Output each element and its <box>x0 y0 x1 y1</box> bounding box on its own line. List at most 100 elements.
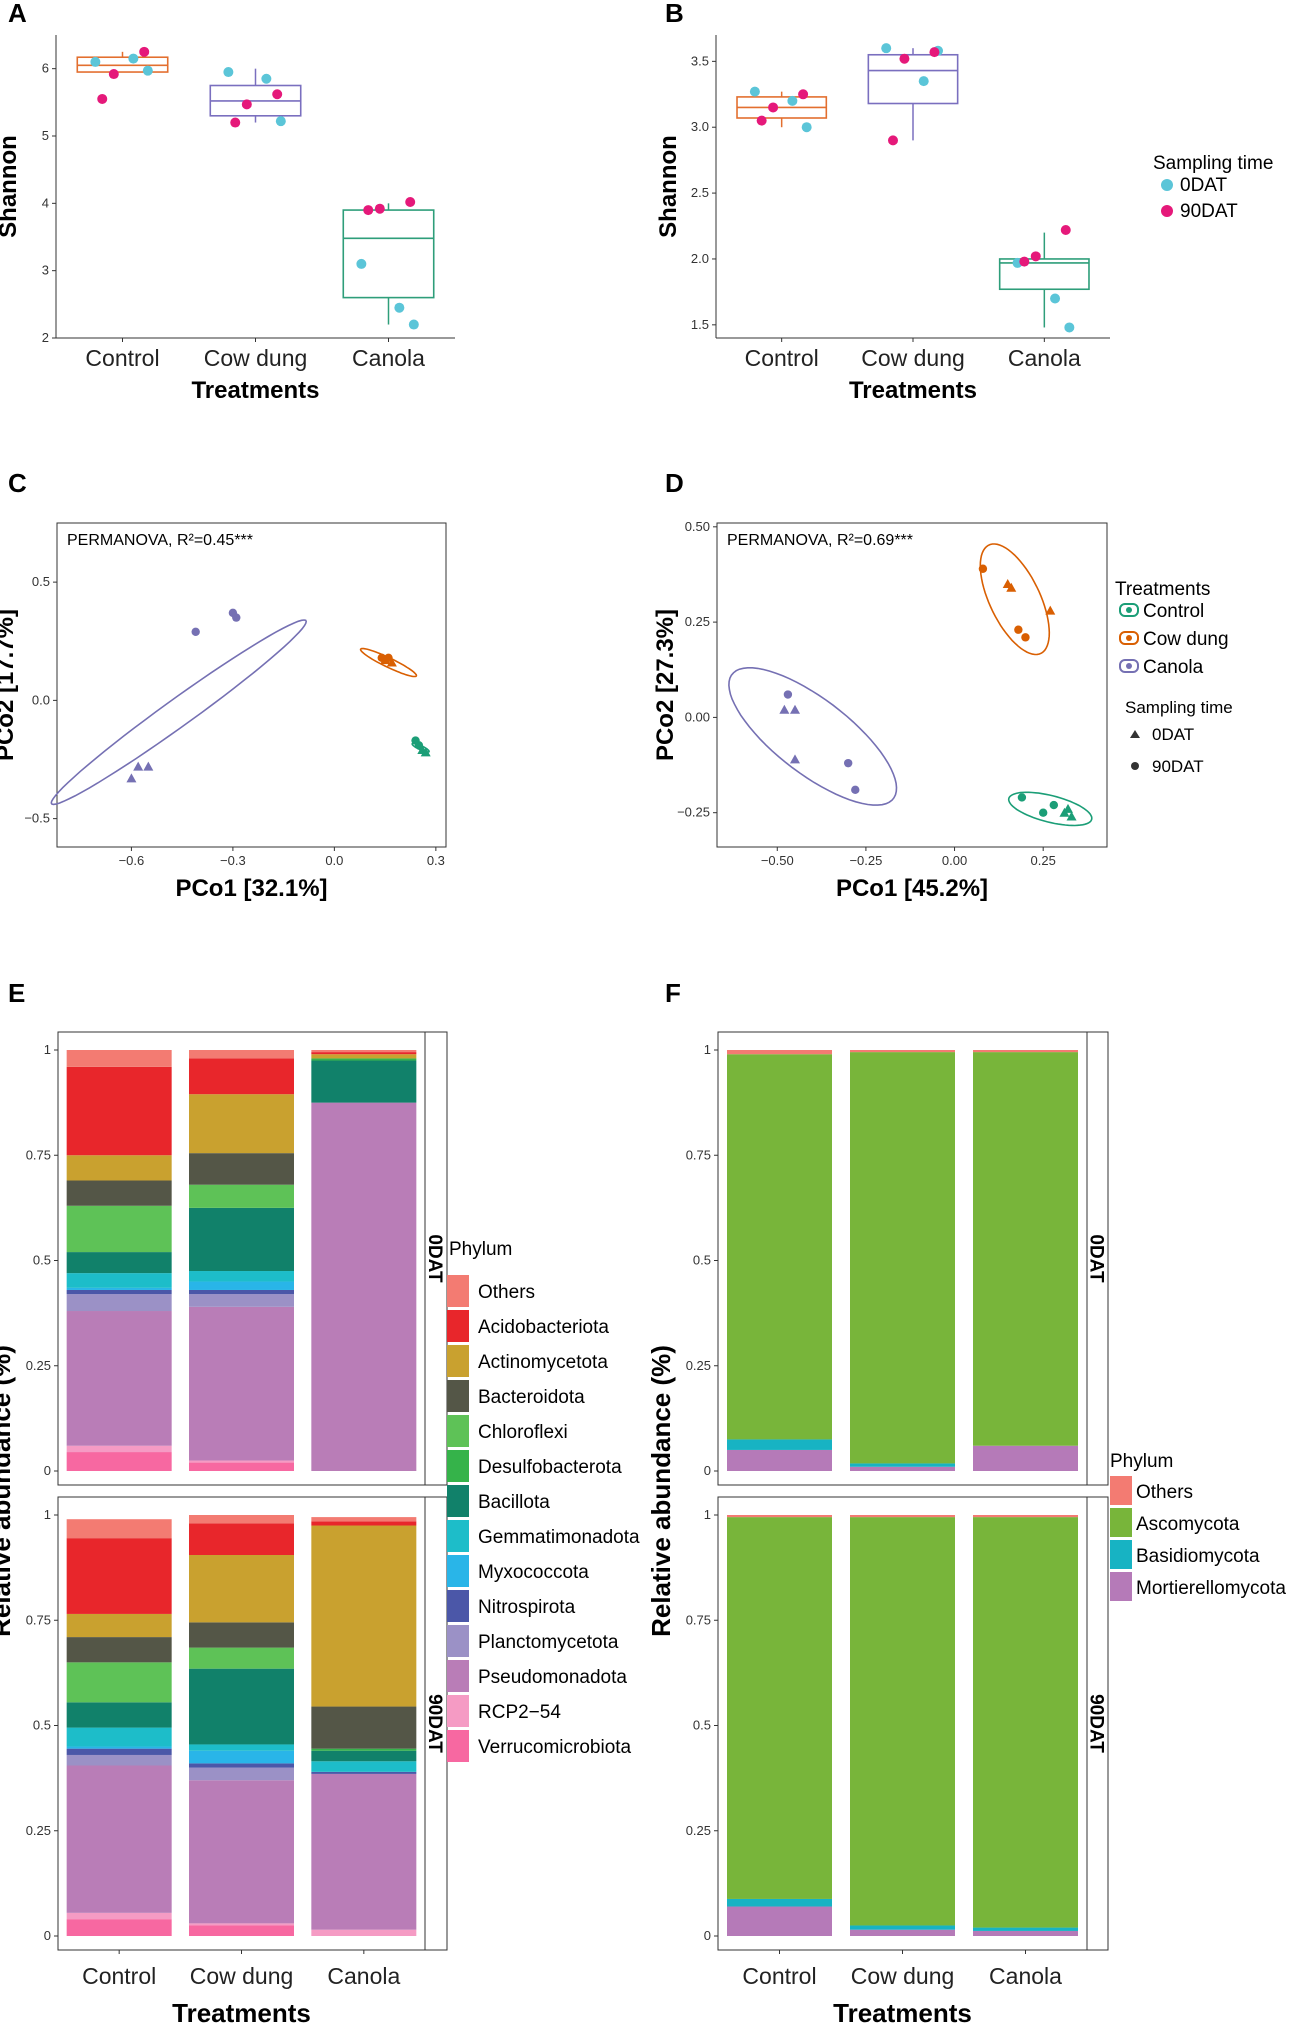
legend-label: 90DAT <box>1180 201 1238 222</box>
y-tick-label: 0.25 <box>685 614 710 629</box>
permanova-annotation: PERMANOVA, R²=0.45*** <box>67 532 253 549</box>
bar-segment <box>189 1281 294 1290</box>
y-tick-label: 2.0 <box>691 251 709 266</box>
legend-swatch <box>1110 1540 1132 1569</box>
x-axis-title: Treatments <box>833 1998 972 2028</box>
bar-segment <box>311 1102 417 1471</box>
x-axis-title: Treatments <box>191 377 319 404</box>
y-tick-label: 0.00 <box>685 709 710 724</box>
y-tick-label: 0.75 <box>26 1147 51 1162</box>
legend-label: Chloroflexi <box>478 1422 568 1443</box>
legend-swatch <box>447 1345 469 1377</box>
bar-segment <box>311 1050 417 1053</box>
ellipse-cow-dung <box>979 543 1051 656</box>
legend-label: 0DAT <box>1152 725 1194 744</box>
y-tick-label: 0.5 <box>33 1253 51 1268</box>
bar-segment <box>66 1746 172 1749</box>
legend-phylum-bacteria: Phylum Others Acidobacteriota Actinomycetot… <box>447 1239 640 1762</box>
y-tick-label: 2 <box>42 330 49 345</box>
data-point <box>1050 293 1061 304</box>
bar-segment <box>727 1898 832 1907</box>
legend-title: Treatments <box>1115 579 1210 600</box>
bar-segment <box>973 1445 1078 1471</box>
y-tick-label: 4 <box>42 195 49 210</box>
bar-segment <box>189 1306 294 1461</box>
bar-segment <box>66 1205 172 1253</box>
legend-swatch <box>447 1450 469 1482</box>
legend-swatch <box>447 1695 469 1727</box>
panel-letter-b: B <box>665 0 684 28</box>
data-point <box>363 205 374 216</box>
bar-segment <box>189 1923 294 1926</box>
data-point <box>768 102 779 113</box>
bar-segment <box>66 1252 172 1274</box>
x-tick-label: 0.3 <box>427 853 445 868</box>
bar-segment <box>189 1622 294 1648</box>
legend-label: Acidobacteriota <box>478 1317 609 1338</box>
data-point-triangle <box>143 761 154 771</box>
y-tick-label: 0.5 <box>693 1718 711 1733</box>
data-point <box>801 122 812 133</box>
legend-swatch <box>447 1730 469 1762</box>
y-axis-title: PCo2 [27.3%] <box>652 609 679 761</box>
bar-segment <box>311 1706 417 1749</box>
data-point <box>1019 256 1030 267</box>
panel-f: 0 0.25 0.5 0.75 1 0DAT 0 0.25 0.5 0.75 1 90DAT Contr… <box>646 1031 1286 2028</box>
bar-segment <box>850 1050 955 1053</box>
x-axis-title: Treatments <box>172 1998 311 2028</box>
data-point <box>749 86 760 97</box>
y-tick-label: 0.25 <box>26 1823 51 1838</box>
legend-swatch <box>1110 1476 1132 1505</box>
x-tick-label: Control <box>85 345 159 371</box>
ellipse-canola <box>728 667 898 806</box>
bar-segment <box>850 1517 955 1926</box>
data-point-triangle <box>790 704 800 714</box>
x-tick-label: Cow dung <box>190 1963 294 1989</box>
data-point-triangle <box>380 655 391 665</box>
legend-swatch <box>1110 1572 1132 1601</box>
y-tick-label: 0.5 <box>33 1718 51 1733</box>
bar-segment <box>311 1525 417 1707</box>
data-point-circle <box>232 613 241 622</box>
data-point <box>1064 322 1075 333</box>
y-tick-label: 0 <box>704 1463 711 1478</box>
bar-segment <box>189 1058 294 1095</box>
bar-segment <box>66 1912 172 1920</box>
facet-frame <box>57 1031 448 1486</box>
legend-marker <box>1161 179 1173 191</box>
bar-segment <box>850 1515 955 1518</box>
legend-swatch <box>447 1415 469 1447</box>
legend-swatch <box>447 1555 469 1587</box>
box-iqr <box>867 53 959 105</box>
bar-segment <box>311 1060 417 1103</box>
bar-segment <box>973 1930 1078 1936</box>
x-axis-title: PCo1 [45.2%] <box>836 875 988 902</box>
bar-segment <box>66 1765 172 1913</box>
x-tick-label: Cow dung <box>204 345 308 371</box>
x-tick-label: −0.3 <box>220 853 246 868</box>
x-tick-label: 0.25 <box>1031 853 1056 868</box>
bar-segment <box>66 1311 172 1446</box>
legend-swatch <box>447 1310 469 1342</box>
bar-segment <box>850 1925 955 1930</box>
data-point-triangle <box>386 657 397 667</box>
data-point <box>1060 224 1071 235</box>
legend-marker <box>1161 205 1173 217</box>
box-iqr <box>342 209 435 299</box>
bar-segment <box>189 1763 294 1768</box>
bar-segment <box>66 1538 172 1614</box>
bar-segment <box>189 1289 294 1295</box>
y-tick-label: 0.25 <box>686 1823 711 1838</box>
bar-segment <box>973 1927 1078 1931</box>
bar-segment <box>66 1180 172 1206</box>
legend-swatch <box>447 1660 469 1692</box>
legend-label: Nitrospirota <box>478 1597 576 1618</box>
bar-segment <box>189 1462 294 1471</box>
bar-segment <box>189 1094 294 1154</box>
legend-label: Control <box>1143 601 1204 622</box>
y-tick-label: 0.75 <box>686 1612 711 1627</box>
data-point <box>128 53 139 64</box>
data-point-triangle <box>126 773 137 783</box>
facet-strip-label: 0DAT <box>424 1234 445 1283</box>
